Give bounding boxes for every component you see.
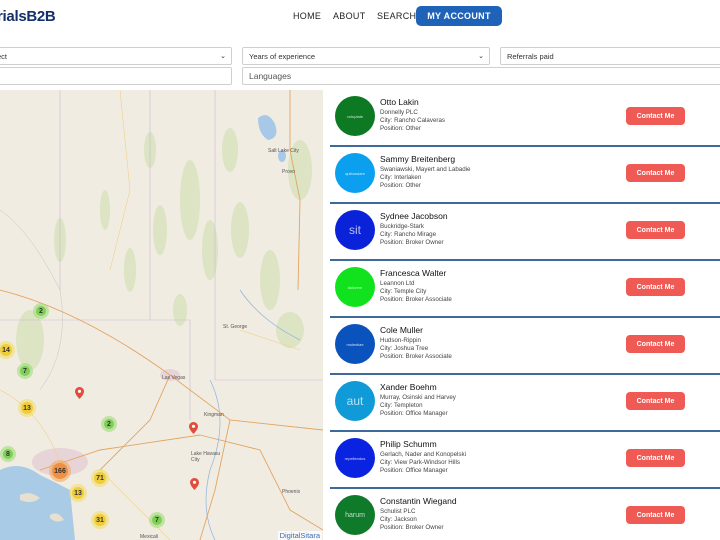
agent-map[interactable]: Salt Lake City Provo St. George Las Vega… (0, 90, 323, 540)
years-experience-value: Years of experience (249, 52, 316, 61)
referrals-paid-value: Referrals paid (507, 52, 554, 61)
contact-me-button[interactable]: Contact Me (626, 506, 685, 524)
agent-city: City: Joshua Tree (380, 345, 429, 352)
city-label: Provo (282, 169, 296, 175)
contact-me-button[interactable]: Contact Me (626, 392, 685, 410)
agent-city: City: Interlaken (380, 174, 422, 181)
contact-me-button[interactable]: Contact Me (626, 107, 685, 125)
nav-search-link[interactable]: SEARCH (377, 11, 417, 21)
agent-name: Sammy Breitenberg (380, 154, 456, 164)
nav-home-link[interactable]: HOME (293, 11, 322, 21)
nav-about-link[interactable]: ABOUT (333, 11, 366, 21)
avatar: voluptate (335, 96, 375, 136)
map-cluster[interactable]: 71 (91, 469, 109, 487)
agent-name: Xander Boehm (380, 382, 437, 392)
agent-card: aut Xander Boehm Murray, Osinski and Har… (330, 375, 720, 432)
agent-card: voluptate Otto Lakin Donnelly PLC City: … (330, 90, 720, 147)
agent-card: harum Constantin Wiegand Schulist PLC Ci… (330, 489, 720, 540)
agent-name: Otto Lakin (380, 97, 419, 107)
contact-me-button[interactable]: Contact Me (626, 221, 685, 239)
chevron-down-icon: ⌄ (220, 53, 226, 60)
avatar: dolorem (335, 267, 375, 307)
agent-position: Position: Other (380, 125, 421, 132)
agent-name: Sydnee Jacobson (380, 211, 448, 221)
agent-city: City: Rancho Calaveras (380, 117, 445, 124)
avatar: quibusdam (335, 153, 375, 193)
map-cluster[interactable]: 8 (0, 446, 16, 462)
agent-company: Gerlach, Nader and Konopelski (380, 451, 466, 458)
city-label: Phoenix (282, 489, 301, 495)
city-label: Kingman (204, 412, 224, 418)
agent-city: City: Temple City (380, 288, 427, 295)
map-attribution[interactable]: DigitalSitara (277, 531, 322, 540)
avatar: repellendus (335, 438, 375, 478)
agent-position: Position: Broker Associate (380, 353, 452, 360)
avatar: molestiae (335, 324, 375, 364)
agent-position: Position: Broker Owner (380, 239, 444, 246)
my-account-button[interactable]: MY ACCOUNT (416, 6, 502, 26)
agent-position: Position: Office Manager (380, 410, 448, 417)
referrals-paid-dropdown[interactable]: Referrals paid (500, 47, 720, 65)
text-filter-input[interactable] (0, 67, 232, 85)
agent-card: sit Sydnee Jacobson Buckridge-Stark City… (330, 204, 720, 261)
map-cluster[interactable]: 2 (33, 303, 49, 319)
city-label: Lake Havasu City (191, 451, 221, 463)
contact-me-button[interactable]: Contact Me (626, 335, 685, 353)
agent-card: quibusdam Sammy Breitenberg Swaniawski, … (330, 147, 720, 204)
map-pin-icon[interactable] (190, 478, 199, 490)
agent-name: Cole Muller (380, 325, 423, 335)
agent-position: Position: Office Manager (380, 467, 448, 474)
filter-bar: ect ⌄ Years of experience ⌄ Referrals pa… (0, 36, 720, 90)
contact-me-button[interactable]: Contact Me (626, 278, 685, 296)
agent-company: Buckridge-Stark (380, 223, 425, 230)
chevron-down-icon: ⌄ (478, 53, 484, 60)
agent-name: Philip Schumm (380, 439, 437, 449)
map-pin-icon[interactable] (189, 422, 198, 434)
languages-input[interactable]: Languages (242, 67, 720, 85)
map-cluster[interactable]: 31 (91, 511, 109, 529)
map-cluster[interactable]: 13 (18, 399, 36, 417)
agent-company: Donnelly PLC (380, 109, 418, 116)
agent-card: dolorem Francesca Walter Leannon Ltd Cit… (330, 261, 720, 318)
city-label: Salt Lake City (268, 148, 299, 154)
languages-placeholder: Languages (249, 71, 292, 81)
agent-city: City: View Park-Windsor Hills (380, 459, 460, 466)
map-cluster[interactable]: 7 (149, 512, 165, 528)
agent-city: City: Jackson (380, 516, 417, 523)
agent-company: Swaniawski, Mayert and Labadie (380, 166, 471, 173)
agent-city: City: Rancho Mirage (380, 231, 437, 238)
agent-city: City: Templeton (380, 402, 423, 409)
agent-company: Murray, Osinski and Harvey (380, 394, 456, 401)
years-experience-dropdown[interactable]: Years of experience ⌄ (242, 47, 490, 65)
agent-name: Francesca Walter (380, 268, 447, 278)
agent-company: Leannon Ltd (380, 280, 415, 287)
site-header: rialsB2B HOME ABOUT SEARCH MY ACCOUNT (0, 0, 720, 36)
avatar: aut (335, 381, 375, 421)
city-label: Las Vegas (162, 375, 186, 381)
city-label: Mexicali (140, 534, 159, 540)
map-cluster[interactable]: 166 (49, 460, 71, 482)
avatar: harum (335, 495, 375, 535)
select-dropdown[interactable]: ect ⌄ (0, 47, 232, 65)
agent-company: Hudson-Rippin (380, 337, 421, 344)
agent-company: Schulist PLC (380, 508, 416, 515)
map-cluster[interactable]: 7 (17, 363, 33, 379)
map-pin-icon[interactable] (75, 387, 84, 399)
contact-me-button[interactable]: Contact Me (626, 164, 685, 182)
agent-position: Position: Broker Associate (380, 296, 452, 303)
city-label: St. George (223, 324, 248, 330)
avatar: sit (335, 210, 375, 250)
map-cluster[interactable]: 2 (101, 416, 117, 432)
agent-name: Constantin Wiegand (380, 496, 457, 506)
map-cluster[interactable]: 14 (0, 341, 15, 359)
map-cluster[interactable]: 13 (69, 484, 87, 502)
agent-card: repellendus Philip Schumm Gerlach, Nader… (330, 432, 720, 489)
agent-card: molestiae Cole Muller Hudson-Rippin City… (330, 318, 720, 375)
contact-me-button[interactable]: Contact Me (626, 449, 685, 467)
site-logo[interactable]: rialsB2B (0, 8, 56, 25)
agent-list: voluptate Otto Lakin Donnelly PLC City: … (330, 90, 720, 540)
agent-position: Position: Other (380, 182, 421, 189)
select-dropdown-value: ect (0, 52, 8, 61)
agent-position: Position: Broker Owner (380, 524, 444, 531)
